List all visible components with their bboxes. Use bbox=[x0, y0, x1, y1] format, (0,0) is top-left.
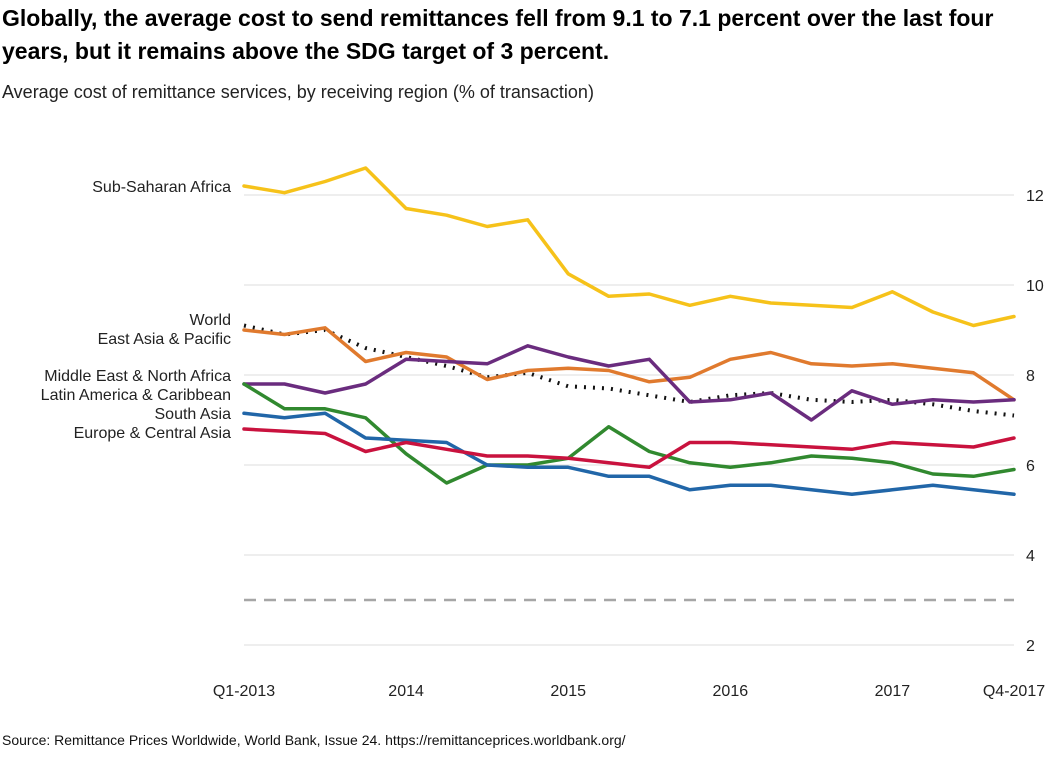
chart-title: Globally, the average cost to send remit… bbox=[2, 5, 994, 64]
x-tick-label: Q4-2017 bbox=[983, 683, 1045, 700]
series-label: South Asia bbox=[155, 406, 232, 423]
series-line-world bbox=[243, 323, 1015, 418]
series-layer bbox=[242, 166, 1016, 497]
x-tick-label: 2016 bbox=[713, 683, 749, 700]
series-line-east-asia-pacific bbox=[242, 326, 1016, 402]
gridlines bbox=[244, 194, 1014, 646]
y-tick-label: 4 bbox=[1026, 548, 1035, 565]
series-label: Middle East & North Africa bbox=[44, 368, 231, 385]
y-tick-label: 12 bbox=[1026, 188, 1044, 205]
y-tick-label: 10 bbox=[1026, 278, 1044, 295]
x-tick-label: 2014 bbox=[388, 683, 424, 700]
chart-subtitle: Average cost of remittance services, by … bbox=[2, 82, 594, 102]
x-tick-label: 2015 bbox=[550, 683, 586, 700]
x-tick-label: 2017 bbox=[875, 683, 911, 700]
y-tick-label: 2 bbox=[1026, 638, 1035, 655]
series-line-middle-east-north-africa bbox=[242, 344, 1016, 422]
source-note: Source: Remittance Prices Worldwide, Wor… bbox=[2, 732, 626, 748]
series-label: Latin America & Caribbean bbox=[41, 387, 231, 404]
y-tick-label: 6 bbox=[1026, 458, 1035, 475]
series-line-latin-america-caribbean bbox=[242, 382, 1016, 485]
series-label: Sub-Saharan Africa bbox=[92, 179, 231, 196]
series-line-sub-saharan-africa bbox=[242, 166, 1016, 328]
series-label: World bbox=[190, 312, 232, 329]
y-axis: 2 4 6 8 10 12 bbox=[1026, 188, 1044, 655]
series-line-south-asia bbox=[242, 411, 1016, 497]
x-axis: Q1-2013 2014 2015 2016 2017 Q4-2017 bbox=[213, 683, 1045, 700]
series-labels: Sub-Saharan Africa World East Asia & Pacif… bbox=[41, 179, 231, 442]
series-line-europe-central-asia bbox=[242, 427, 1016, 470]
x-tick-label: Q1-2013 bbox=[213, 683, 275, 700]
y-tick-label: 8 bbox=[1026, 368, 1035, 385]
series-label: East Asia & Pacific bbox=[98, 331, 231, 348]
series-label: Europe & Central Asia bbox=[74, 425, 232, 442]
